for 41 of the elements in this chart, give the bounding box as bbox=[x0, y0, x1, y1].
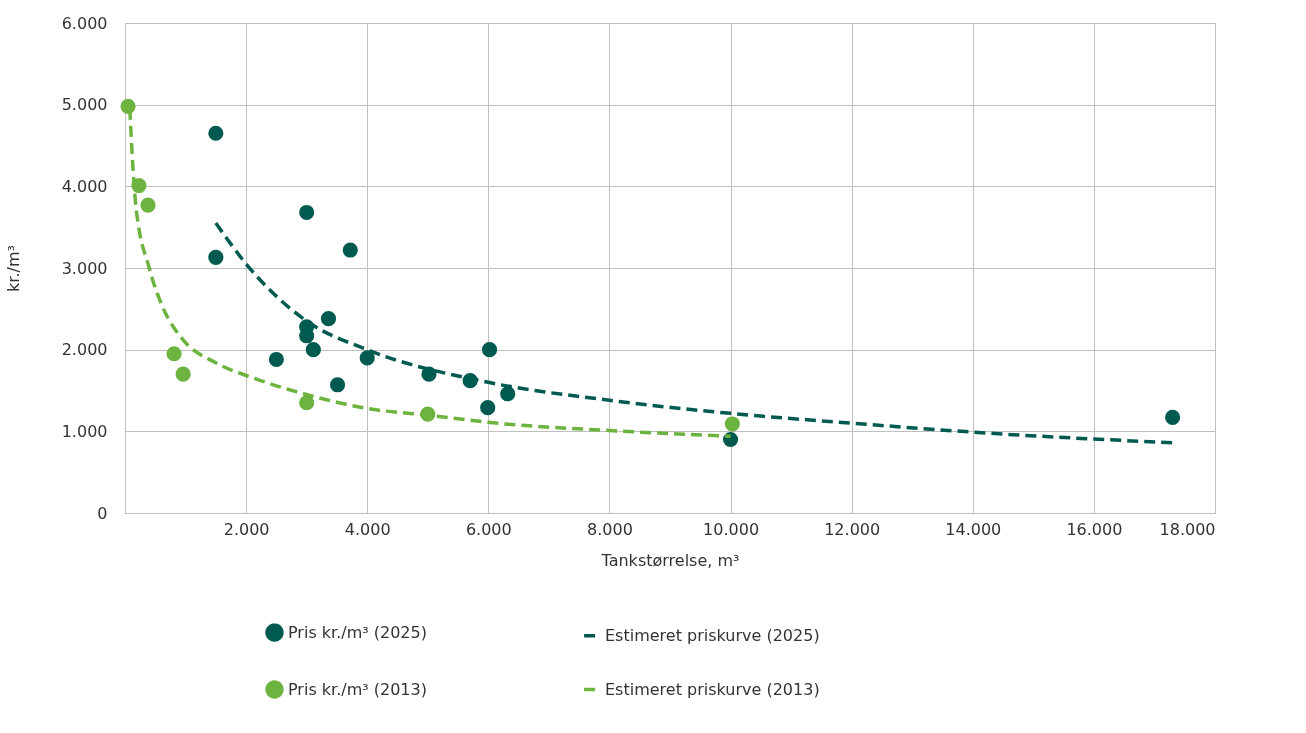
x-tick-label: 6.000 bbox=[465, 519, 512, 539]
x-tick-label: 16.000 bbox=[1066, 519, 1123, 539]
y-tick-label: 3.000 bbox=[61, 258, 108, 278]
legend-label: Estimeret priskurve (2025) bbox=[605, 625, 820, 645]
legend-label: Pris kr./m³ (2013) bbox=[288, 679, 427, 699]
point bbox=[481, 342, 498, 358]
point bbox=[299, 204, 315, 221]
x-tick-label: 18.000 bbox=[1159, 519, 1216, 539]
x-tick-label: 8.000 bbox=[587, 519, 633, 539]
line-series bbox=[214, 221, 1175, 445]
point bbox=[342, 242, 358, 258]
legend-label: Estimeret priskurve (2013) bbox=[605, 679, 820, 699]
x-tick-label: 14.000 bbox=[945, 519, 1002, 539]
point bbox=[208, 249, 224, 265]
point bbox=[480, 400, 496, 416]
y-tick-label: 2.000 bbox=[61, 340, 108, 360]
point bbox=[724, 416, 740, 432]
y-tick-label: 1.000 bbox=[61, 421, 108, 441]
x-tick-label: 12.000 bbox=[824, 519, 881, 539]
x-tick-label: 2.000 bbox=[223, 519, 270, 539]
x-axis-title: Tankstørrelse, m³ bbox=[600, 550, 740, 570]
y-tick-label: 6.000 bbox=[61, 13, 108, 33]
y-tick-label: 0 bbox=[97, 503, 108, 523]
x-tick-label: 4.000 bbox=[344, 519, 391, 539]
y-tick-label: 4.000 bbox=[61, 176, 108, 196]
point bbox=[299, 395, 315, 411]
point bbox=[166, 346, 182, 362]
point bbox=[305, 342, 321, 358]
y-tick-label: 5.000 bbox=[61, 95, 108, 115]
x-tick-label: 10.000 bbox=[703, 519, 760, 539]
legend-label: Pris kr./m³ (2025) bbox=[288, 622, 427, 642]
point bbox=[500, 386, 516, 402]
point bbox=[1165, 409, 1181, 426]
point bbox=[268, 351, 284, 368]
point bbox=[175, 366, 191, 382]
point bbox=[208, 125, 224, 141]
point bbox=[320, 311, 337, 327]
point bbox=[329, 377, 346, 393]
point bbox=[359, 350, 375, 366]
point bbox=[140, 197, 156, 213]
y-axis-title: kr./m³ bbox=[3, 245, 23, 292]
